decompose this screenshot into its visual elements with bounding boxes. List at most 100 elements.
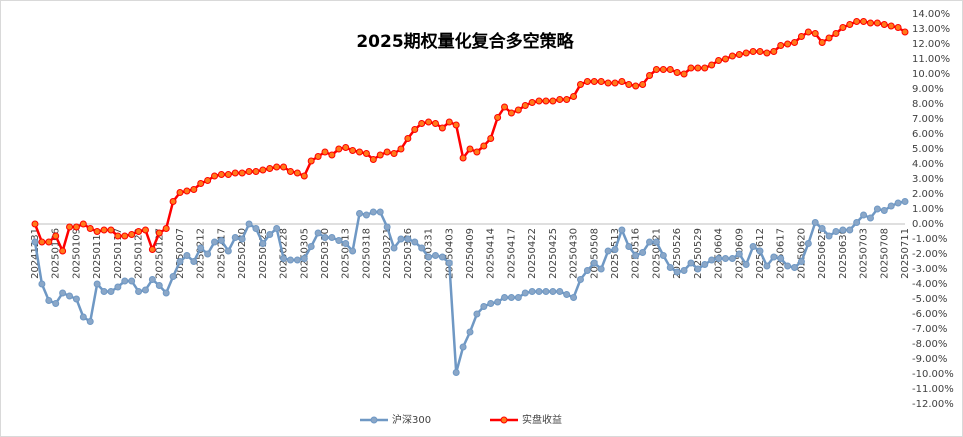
y-tick-label: 4.00% — [912, 159, 944, 170]
data-point — [666, 66, 674, 73]
x-tick-label: 20250318 — [361, 228, 372, 279]
x-tick-label: 20250711 — [900, 228, 911, 279]
data-point — [735, 51, 743, 58]
x-tick-label: 20250220 — [237, 228, 248, 279]
data-point — [894, 24, 902, 31]
y-tick-label: 5.00% — [912, 144, 944, 155]
data-point — [369, 208, 377, 216]
data-point — [742, 261, 750, 268]
data-point — [224, 247, 232, 255]
data-point — [887, 22, 895, 30]
data-point — [570, 294, 578, 301]
data-point — [521, 102, 529, 109]
data-point — [259, 240, 267, 247]
data-point — [625, 81, 633, 88]
x-tick-label: 20250207 — [175, 228, 186, 279]
data-point — [411, 126, 419, 133]
data-point — [590, 78, 598, 85]
data-point — [473, 148, 481, 156]
x-tick-label: 20250109 — [71, 228, 82, 279]
y-tick-label: -9.00% — [912, 354, 947, 365]
data-point — [273, 225, 281, 232]
data-point — [438, 124, 446, 132]
data-point — [431, 120, 439, 127]
data-point — [708, 61, 716, 69]
data-point — [701, 64, 709, 72]
data-point — [231, 234, 239, 241]
data-point — [563, 291, 571, 298]
y-tick-label: 7.00% — [912, 114, 944, 125]
data-point — [501, 103, 509, 111]
data-point — [687, 259, 695, 267]
data-point — [860, 211, 868, 219]
data-point — [507, 294, 515, 301]
data-point — [860, 18, 868, 25]
x-tick-label: 20250617 — [776, 228, 787, 279]
data-point — [715, 255, 723, 262]
y-tick-label: -6.00% — [912, 309, 947, 320]
data-point — [784, 262, 792, 270]
x-tick-label: 20241231 — [30, 228, 41, 279]
data-point — [107, 288, 115, 295]
data-point — [362, 211, 370, 219]
x-tick-label: 20250417 — [506, 228, 517, 279]
data-point — [31, 220, 39, 228]
data-point — [804, 240, 812, 247]
data-point — [314, 229, 322, 237]
y-tick-label: -1.00% — [912, 234, 947, 245]
data-point — [148, 276, 156, 283]
data-point — [162, 225, 170, 232]
data-point — [535, 97, 543, 105]
data-point — [818, 225, 826, 232]
data-point — [721, 55, 729, 63]
data-point — [846, 226, 854, 234]
data-point — [494, 298, 502, 306]
data-point — [735, 250, 743, 258]
data-point — [811, 219, 819, 226]
data-point — [245, 220, 253, 228]
data-point — [570, 93, 578, 100]
legend-label: 实盘收益 — [522, 413, 562, 426]
data-point — [632, 82, 640, 90]
y-tick-label: 13.00% — [912, 24, 950, 35]
x-tick-label: 20250708 — [879, 228, 890, 279]
data-point — [880, 21, 888, 28]
data-point — [217, 171, 225, 178]
data-point — [121, 232, 129, 240]
data-point — [659, 66, 667, 73]
x-tick-label: 20250321 — [382, 228, 393, 279]
data-point — [217, 237, 225, 244]
data-point — [86, 318, 94, 325]
x-tick-label: 20250508 — [589, 228, 600, 279]
data-point — [797, 33, 805, 40]
y-tick-label: -11.00% — [912, 384, 954, 395]
data-point — [542, 97, 550, 105]
data-point — [528, 288, 536, 295]
y-tick-label: -4.00% — [912, 279, 947, 290]
data-point — [79, 313, 87, 321]
data-point — [459, 154, 467, 162]
x-tick-label: 20250305 — [299, 228, 310, 279]
x-tick-label: 20250313 — [341, 228, 352, 279]
data-point — [31, 238, 39, 246]
y-tick-label: -2.00% — [912, 249, 947, 260]
data-point — [114, 283, 122, 291]
data-point — [701, 261, 709, 268]
data-point — [473, 310, 481, 318]
data-point — [266, 231, 274, 238]
x-tick-label: 20250117 — [113, 228, 124, 279]
data-point — [252, 168, 260, 175]
data-point — [597, 265, 605, 273]
data-point — [321, 234, 329, 241]
data-point — [604, 247, 612, 255]
data-point — [211, 172, 219, 180]
data-point — [390, 150, 398, 157]
data-point — [542, 288, 550, 295]
data-point — [652, 66, 660, 73]
data-point — [383, 148, 391, 156]
data-point — [335, 145, 343, 153]
data-point — [273, 163, 281, 171]
data-point — [639, 81, 647, 88]
data-point — [418, 244, 426, 252]
data-point — [425, 118, 433, 126]
